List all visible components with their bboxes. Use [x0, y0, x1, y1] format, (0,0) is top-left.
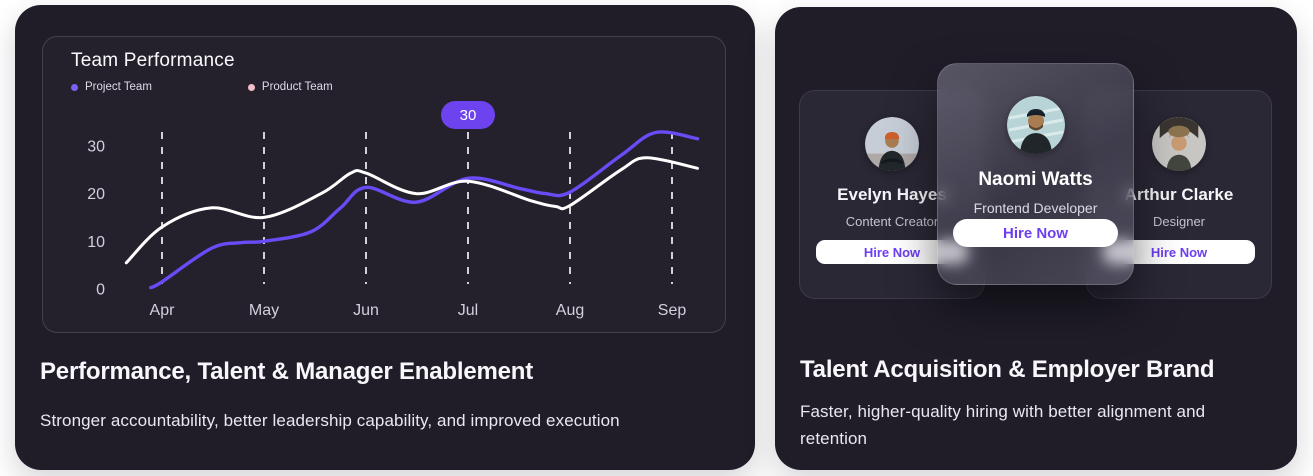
svg-text:10: 10	[87, 234, 105, 251]
svg-text:0: 0	[96, 282, 105, 299]
performance-enablement-card: Apr May Jun Jul Aug Sep 0 10 20 30 30 Team Perform…	[15, 5, 755, 470]
profile-role: Frontend Developer	[973, 200, 1098, 216]
svg-text:30: 30	[87, 138, 105, 155]
profile-cards-group: Evelyn Hayes Content Creator Hire Now	[775, 7, 1297, 327]
legend-item-project-team: Project Team	[71, 81, 152, 93]
legend-item-product-team: Product Team	[247, 81, 333, 93]
product-team-legend-dot-icon	[247, 83, 255, 91]
svg-text:Sep: Sep	[658, 302, 687, 319]
team-performance-chart-panel: Apr May Jun Jul Aug Sep 0 10 20 30 30 Team Perform…	[42, 36, 726, 333]
left-feature-subheading: Stronger accountability, better leadersh…	[40, 411, 620, 430]
evelyn-avatar-photo	[865, 117, 919, 171]
profile-card-naomi-watts: Naomi Watts Frontend Developer Hire Now	[937, 63, 1134, 285]
right-feature-subheading: Faster, higher-quality hiring with bette…	[800, 402, 1206, 448]
chart-legend: Project Team Product Team	[71, 81, 333, 93]
arthur-avatar-photo	[1152, 117, 1206, 171]
profile-role: Designer	[1152, 214, 1206, 229]
svg-text:Jun: Jun	[353, 302, 379, 319]
right-feature-heading: Talent Acquisition & Employer Brand	[800, 356, 1215, 383]
talent-acquisition-card: Evelyn Hayes Content Creator Hire Now	[775, 7, 1297, 470]
profile-name: Naomi Watts	[978, 169, 1093, 190]
svg-text:20: 20	[87, 186, 105, 203]
team-performance-chart: Apr May Jun Jul Aug Sep 0 10 20 30 30	[87, 101, 700, 319]
svg-text:Apr: Apr	[150, 302, 176, 319]
svg-text:May: May	[249, 302, 279, 319]
svg-text:Aug: Aug	[556, 302, 584, 319]
profile-name: Evelyn Hayes	[837, 185, 947, 204]
left-feature-heading: Performance, Talent & Manager Enablement	[40, 358, 534, 385]
svg-text:30: 30	[460, 107, 477, 124]
legend-label: Product Team	[261, 81, 333, 93]
hire-now-button-naomi[interactable]: Hire Now	[953, 219, 1118, 247]
profile-name: Arthur Clarke	[1124, 185, 1234, 204]
legend-label: Project Team	[85, 81, 152, 93]
naomi-avatar-photo	[1006, 96, 1065, 154]
chart-title: Team Performance	[71, 50, 235, 71]
profile-role: Content Creator	[845, 214, 939, 229]
project-team-legend-dot-icon	[71, 83, 78, 91]
svg-text:Jul: Jul	[458, 302, 478, 319]
